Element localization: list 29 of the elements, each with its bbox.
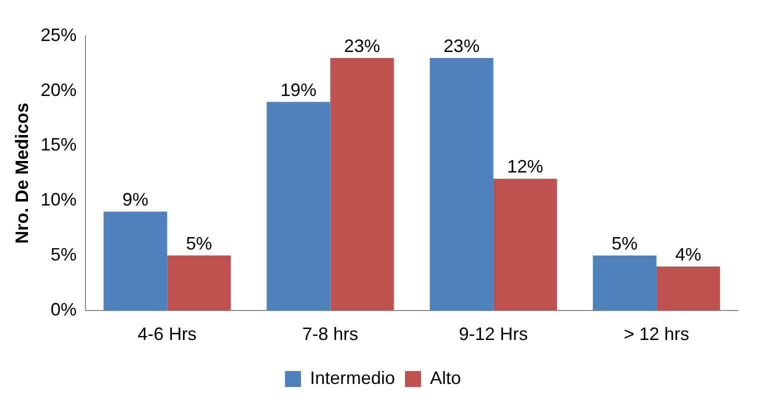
- y-tick-label: 25%: [40, 24, 77, 45]
- bar: [330, 58, 394, 310]
- bar: [266, 102, 330, 310]
- data-label: 12%: [507, 156, 544, 177]
- x-tick-label: 4-6 Hrs: [138, 324, 197, 344]
- data-label: 23%: [444, 36, 480, 56]
- bar: [592, 256, 656, 310]
- data-label: 5%: [612, 233, 638, 254]
- data-label: 23%: [344, 36, 380, 56]
- bar: [430, 58, 494, 310]
- bar: [104, 212, 168, 310]
- y-tick-label: 5%: [50, 244, 77, 264]
- y-tick-label: 15%: [40, 134, 77, 155]
- y-tick-label: 20%: [40, 80, 77, 100]
- y-tick-label: 10%: [40, 190, 77, 210]
- data-label: 5%: [186, 233, 212, 254]
- data-label: 4%: [675, 244, 702, 264]
- bar: [167, 256, 231, 310]
- x-tick-label: 9-12 Hrs: [458, 324, 528, 344]
- legend-label: Intermedio: [310, 368, 396, 388]
- bar: [493, 178, 557, 310]
- data-label: 9%: [122, 190, 148, 210]
- bar: [656, 266, 720, 310]
- x-tick-label: > 12 hrs: [624, 324, 690, 344]
- y-tick-label: 0%: [50, 299, 77, 320]
- x-tick-label: 7-8 hrs: [302, 324, 358, 344]
- y-axis-title: Nro. De Medicos: [12, 102, 32, 244]
- data-label: 19%: [280, 80, 316, 100]
- legend-label: Alto: [430, 368, 462, 388]
